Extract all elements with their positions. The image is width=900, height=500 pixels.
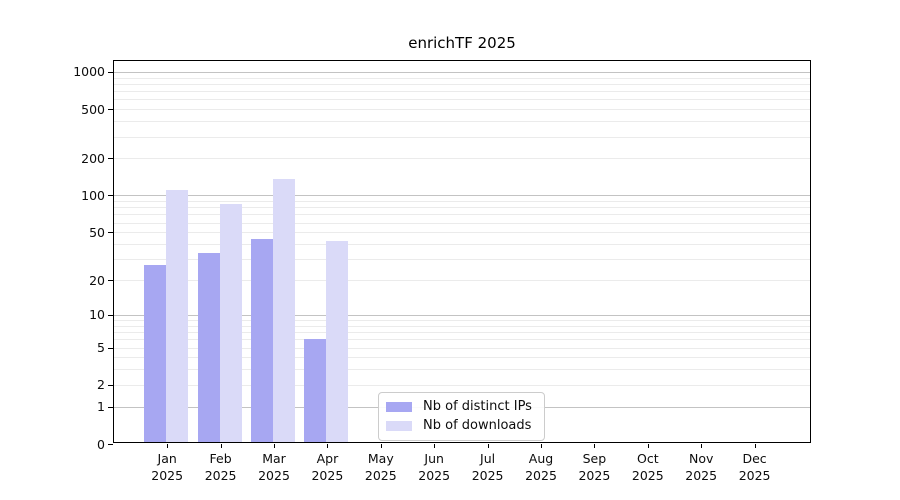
x-tick-mark [594,444,596,448]
y-tick-label: 200 [81,150,105,166]
gridline-major [113,314,811,316]
y-tick-mark [108,347,113,349]
x-tick-label: May 2025 [364,451,397,483]
bar-downloads [273,179,295,443]
gridline-minor [113,201,811,203]
x-tick-mark [434,444,436,448]
x-tick-label: Oct 2025 [631,451,664,483]
y-tick-label: 1000 [73,64,105,80]
y-tick-mark [108,158,113,160]
legend-label-distinct-ips: Nb of distinct IPs [423,399,532,414]
x-tick-label: Dec 2025 [738,451,771,483]
x-tick-mark [167,444,169,448]
gridline-minor [113,136,811,138]
x-tick-mark [541,444,542,448]
x-tick-mark [380,444,382,448]
gridline-minor [113,357,811,359]
bar-distinct-ips [251,239,273,443]
x-tick-label: Feb 2025 [204,451,237,483]
x-tick-label: Nov 2025 [685,451,718,483]
gridline-minor [113,214,811,216]
y-tick-label: 20 [89,272,105,288]
legend-swatch-downloads [386,420,412,431]
y-tick-mark [108,280,113,282]
y-tick-mark [108,406,113,408]
gridline-minor [113,384,811,386]
x-tick-mark [487,444,489,448]
y-tick-label: 2 [97,377,105,393]
y-tick-label: 1 [97,399,105,415]
x-tick-mark [327,444,329,448]
x-tick-label: Jun 2025 [418,451,451,483]
x-tick-mark [647,444,649,448]
gridline-minor [113,158,811,160]
x-tick-label: Aug 2025 [525,451,557,483]
y-tick-label: 5 [97,340,105,355]
gridline-minor [113,347,811,349]
gridline-minor [113,121,811,123]
gridline-minor [113,332,811,334]
gridline-minor [113,325,811,327]
y-tick-mark [108,232,113,234]
y-tick-label: 100 [81,187,105,203]
chart-title: enrichTF 2025 [408,34,516,52]
gridline-major [113,71,811,73]
y-tick-label: 500 [81,101,105,117]
x-tick-mark [754,444,756,448]
y-tick-mark [108,195,113,197]
legend-swatch-distinct-ips [386,401,412,412]
gridline-minor [113,91,811,93]
gridline-minor [113,222,811,224]
gridline-minor [113,244,811,245]
gridline-minor [113,259,811,261]
gridline-minor [113,99,811,101]
x-tick-label: Jul 2025 [471,451,504,483]
gridline-minor [113,109,811,111]
x-tick-mark [220,444,222,448]
bar-downloads [219,204,242,443]
y-tick-mark [108,109,113,111]
gridline-minor [113,369,811,371]
bar-distinct-ips [304,339,327,443]
x-tick-label: Sep 2025 [578,451,611,483]
x-tick-label: Apr 2025 [311,451,344,483]
bar-distinct-ips [144,264,167,443]
x-tick-mark [274,444,275,448]
x-tick-label: Jan 2025 [151,451,184,483]
legend-label-downloads: Nb of downloads [423,418,532,433]
legend-row-downloads: Nb of downloads [386,418,535,433]
legend-row-distinct-ips: Nb of distinct IPs [386,399,535,414]
gridline-minor [113,339,811,341]
gridline-major [113,195,811,197]
y-tick-mark [108,384,113,386]
bar-downloads [166,190,189,443]
gridline-minor [113,83,811,85]
y-tick-label: 10 [89,307,105,323]
y-tick-mark [108,71,113,73]
gridline-minor [113,320,811,321]
legend: Nb of distinct IPs Nb of downloads [378,392,545,441]
y-tick-label: 0 [97,436,105,452]
y-tick-mark [108,314,113,316]
bar-distinct-ips [197,252,220,443]
y-tick-mark [108,444,113,445]
gridline-minor [113,207,811,209]
x-tick-label: Mar 2025 [258,451,290,483]
bar-downloads [326,241,349,443]
gridline-minor [113,77,811,79]
x-tick-mark [701,444,703,448]
y-tick-label: 50 [89,224,105,240]
gridline-minor [113,232,811,234]
gridline-minor [113,280,811,282]
